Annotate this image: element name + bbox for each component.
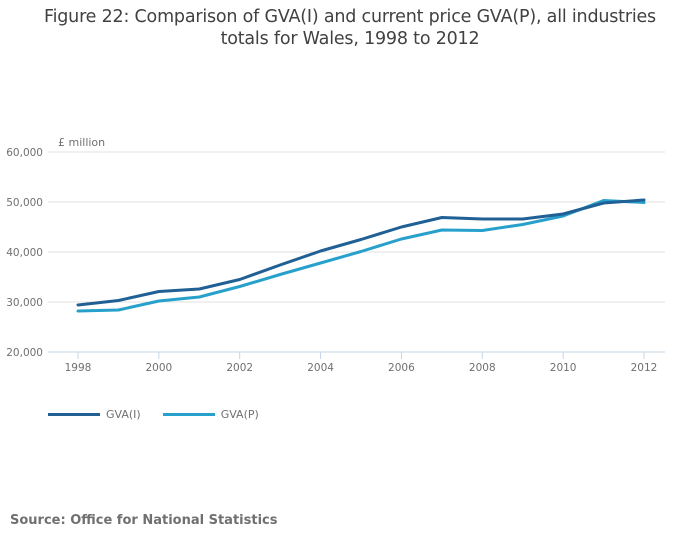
x-tick-label: 2004 <box>307 362 334 374</box>
legend-item-gva-i[interactable]: GVA(I) <box>48 408 141 421</box>
series-lines <box>76 198 646 313</box>
x-tick-label: 1998 <box>65 362 92 374</box>
x-tick-label: 2006 <box>388 362 415 374</box>
x-tick-label: 2002 <box>226 362 253 374</box>
series-line-gvai[interactable] <box>76 198 646 307</box>
y-tick-label: 20,000 <box>6 347 43 359</box>
legend-swatch-gva-i <box>48 413 100 416</box>
legend: GVA(I) GVA(P) <box>48 408 281 421</box>
source-note: Source: Office for National Statistics <box>10 513 278 528</box>
x-tick-label: 2000 <box>145 362 172 374</box>
x-tick-label: 2010 <box>550 362 577 374</box>
y-axis-unit-label: £ million <box>58 136 105 149</box>
legend-swatch-gva-p <box>162 413 215 416</box>
x-tick-label: 2012 <box>631 362 658 374</box>
y-tick-label: 60,000 <box>6 147 43 159</box>
series-line-gvap[interactable] <box>76 199 646 313</box>
y-tick-label: 40,000 <box>6 247 43 259</box>
chart-title: Figure 22: Comparison of GVA(I) and curr… <box>0 6 700 50</box>
y-tick-label: 50,000 <box>6 197 43 209</box>
legend-item-gva-p[interactable]: GVA(P) <box>162 408 259 421</box>
x-axis: 1998 2000 2002 2004 2006 2008 2010 2012 <box>48 351 665 374</box>
chart-title-line-2: totals for Wales, 1998 to 2012 <box>220 29 480 49</box>
y-axis-ticks: 20,000 30,000 40,000 50,000 60,000 <box>6 147 43 359</box>
y-tick-label: 30,000 <box>6 297 43 309</box>
gridlines <box>48 151 665 303</box>
legend-label: GVA(I) <box>106 408 141 421</box>
chart-title-line-1: Figure 22: Comparison of GVA(I) and curr… <box>44 7 656 27</box>
legend-label: GVA(P) <box>220 408 259 421</box>
x-tick-label: 2008 <box>469 362 496 374</box>
